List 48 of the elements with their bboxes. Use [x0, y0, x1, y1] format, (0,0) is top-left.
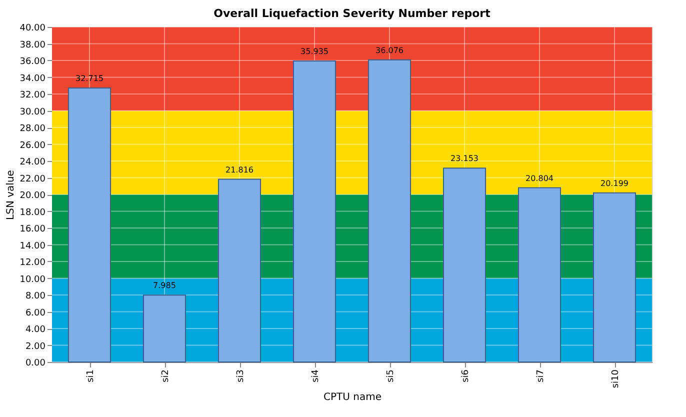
y-tick-label: 38.00 [20, 40, 46, 50]
y-tick-label: 10.00 [20, 274, 46, 285]
y-tick-label: 22.00 [20, 174, 46, 184]
y-tick-label: 36.00 [20, 57, 46, 67]
y-tick-label: 14.00 [20, 241, 46, 252]
y-tick-label: 32.00 [20, 90, 46, 100]
bar [518, 187, 561, 362]
y-tick-label: 0.00 [25, 358, 46, 368]
chart-title: Overall Liquefaction Severity Number report [214, 7, 490, 20]
y-tick-label: 12.00 [20, 258, 46, 268]
x-tick-label: si7 [536, 370, 546, 382]
y-tick-label: 18.00 [20, 208, 46, 218]
y-tick-label: 28.00 [20, 124, 46, 134]
data-label: 36.076 [376, 46, 404, 55]
y-axis-title: LSN value [6, 170, 17, 220]
y-tick-label: 24.00 [20, 158, 46, 168]
data-label: 35.935 [300, 47, 328, 56]
x-tick-label: si5 [386, 370, 396, 382]
x-tick-label: si10 [611, 369, 621, 388]
bar [293, 60, 336, 362]
bar [368, 59, 411, 362]
y-tick-label: 2.00 [25, 342, 46, 352]
x-tick-label: si1 [86, 370, 96, 382]
y-tick-label: 40.00 [20, 24, 46, 34]
bar [593, 192, 636, 362]
y-tick-label: 26.00 [20, 140, 46, 151]
data-label: 20.804 [526, 174, 554, 183]
bar [143, 294, 186, 362]
x-tick-label: si3 [236, 370, 246, 382]
y-tick-label: 8.00 [25, 292, 46, 302]
data-label: 20.199 [600, 178, 628, 188]
y-tick-label: 16.00 [20, 224, 46, 234]
x-tick-label: si2 [161, 370, 171, 382]
x-tick-label: si4 [311, 369, 321, 382]
data-label: 32.715 [76, 74, 104, 84]
bar [218, 178, 261, 362]
y-tick-label: 6.00 [25, 308, 46, 318]
data-label: 21.816 [226, 165, 254, 174]
data-label: 7.985 [153, 281, 176, 290]
y-tick-label: 20.00 [20, 191, 46, 201]
x-axis-title: CPTU name [324, 392, 382, 404]
bar [68, 88, 111, 362]
bar [443, 168, 486, 362]
y-tick-label: 4.00 [25, 325, 46, 335]
y-tick-label: 30.00 [20, 107, 46, 118]
y-tick-label: 34.00 [20, 74, 46, 84]
x-tick-label: si6 [461, 369, 471, 382]
data-label: 23.153 [450, 154, 478, 164]
